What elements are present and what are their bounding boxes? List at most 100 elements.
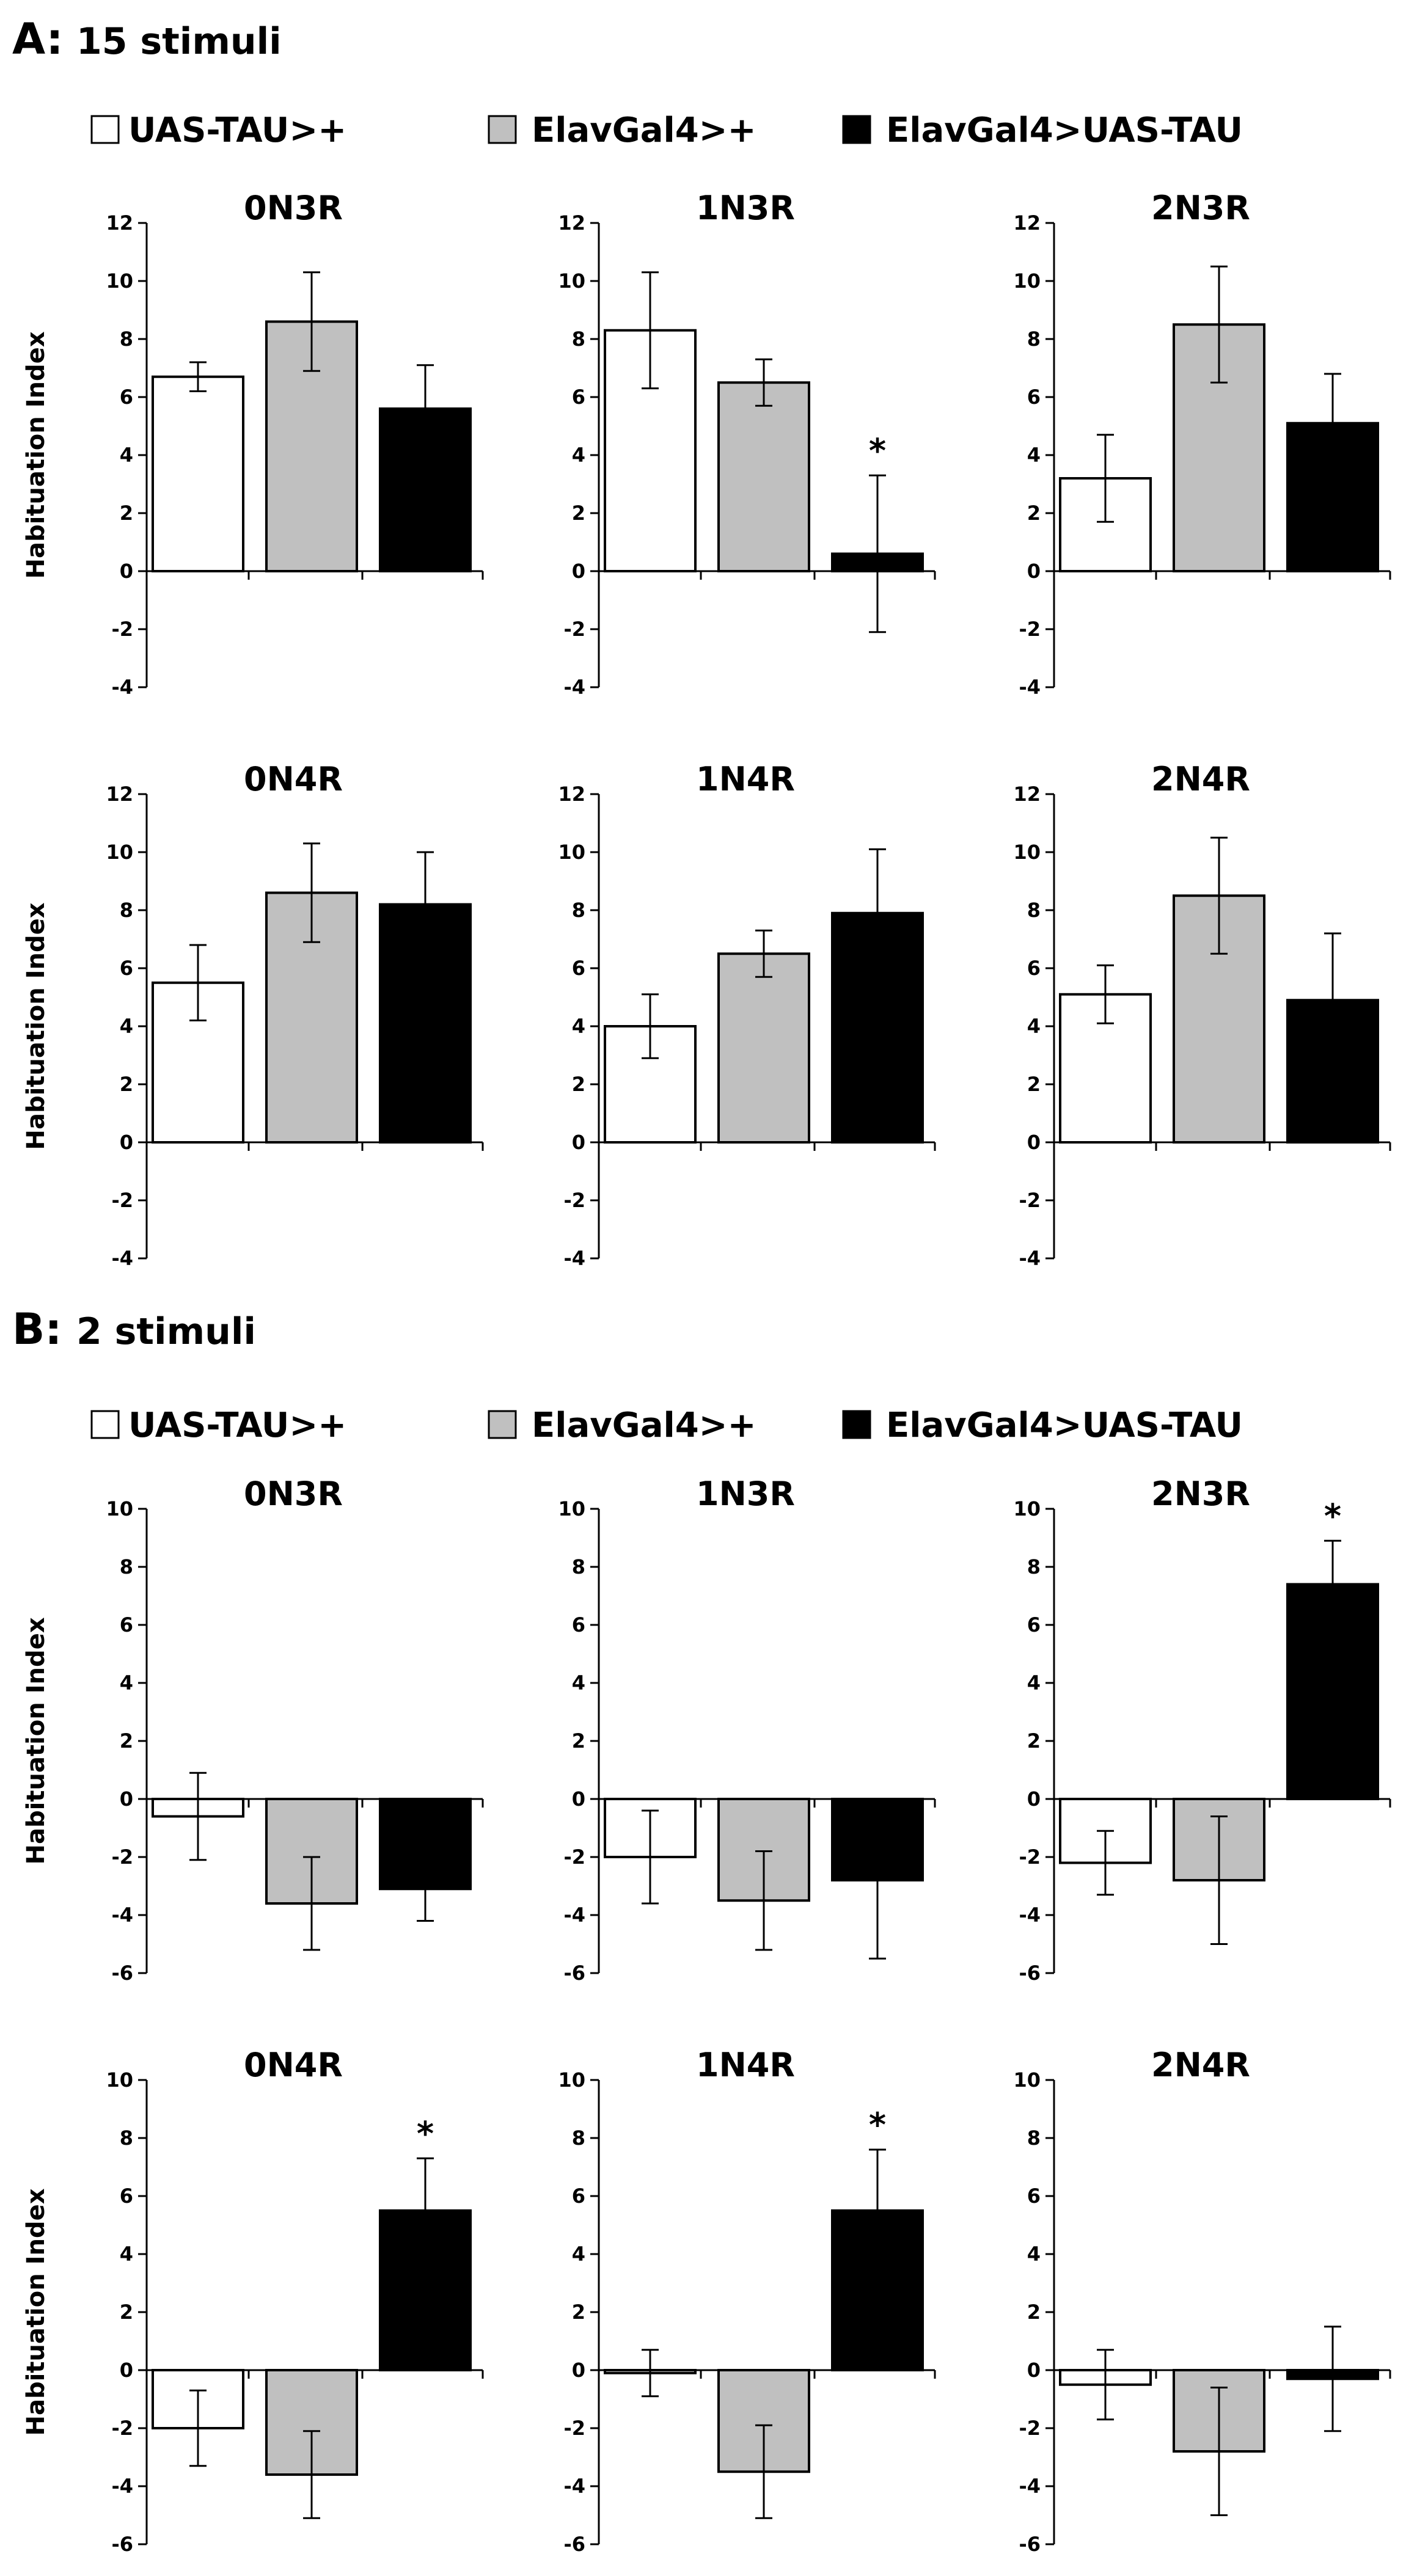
y-tick-label: 2 [1027, 1073, 1041, 1096]
y-tick-label: 0 [1027, 560, 1041, 583]
y-tick-label: 0 [120, 1131, 133, 1154]
y-tick-label: -4 [1019, 1247, 1041, 1270]
legend-label-elavgal4: ElavGal4>+ [532, 111, 756, 150]
chart-title: 1N3R [696, 1475, 795, 1513]
chart-title: 2N3R [1151, 1475, 1250, 1513]
chart-a-2n3r: 2N3R 12 10 8 6 4 2 0 -2 -4 [1013, 189, 1391, 699]
y-tick-label: 8 [1027, 327, 1041, 351]
y-tick-label: 10 [1013, 2068, 1041, 2092]
y-tick-label: 4 [120, 1015, 133, 1038]
y-tick-label: 8 [572, 327, 585, 351]
y-tick-label: 8 [1027, 2126, 1041, 2150]
y-tick-label: -4 [1019, 2475, 1041, 2498]
y-tick-label: -2 [1019, 2417, 1041, 2440]
y-tick-label: 10 [1013, 841, 1041, 864]
y-tick-label: 8 [572, 1555, 585, 1578]
y-tick-label: -2 [563, 1189, 585, 1212]
y-tick-label: -2 [1019, 618, 1041, 641]
significance-marker: * [1324, 1497, 1341, 1535]
chart-title: 0N4R [244, 2046, 343, 2084]
y-tick-label: -6 [1019, 2533, 1041, 2556]
legend-swatch-uas-tau [90, 1410, 120, 1439]
y-tick-label: 6 [120, 1613, 133, 1636]
legend-label-uas-tau: UAS-TAU>+ [128, 1406, 346, 1445]
chart-title: 1N3R [696, 189, 795, 227]
y-tick-label: 4 [1027, 2242, 1041, 2266]
y-tick-label: 4 [1027, 1015, 1041, 1038]
y-tick-label: -2 [563, 618, 585, 641]
y-tick-label: 12 [106, 783, 133, 806]
y-tick-label: 2 [120, 1729, 133, 1753]
y-tick-label: 12 [1013, 783, 1041, 806]
y-tick-label: 4 [572, 2242, 585, 2266]
y-tick-label: 4 [120, 1671, 133, 1695]
y-tick-label: 10 [106, 841, 133, 864]
y-tick-label: 10 [106, 1497, 133, 1520]
significance-marker: * [869, 431, 886, 470]
y-tick-label: -4 [111, 676, 133, 699]
y-tick-label: -6 [111, 1961, 133, 1985]
y-tick-label: 2 [572, 502, 585, 525]
y-tick-label: -6 [563, 2533, 585, 2556]
y-tick-label: 6 [572, 957, 585, 980]
y-tick-label: -4 [563, 2475, 585, 2498]
chart-b-2n4r: 2N4R 10 8 6 4 2 0 -2 -4 -6 [1013, 2046, 1391, 2556]
y-tick-label: 6 [572, 385, 585, 409]
chart-title: 2N3R [1151, 189, 1250, 227]
chart-b-2n3r: 2N3R 10 8 6 4 2 0 -2 -4 -6 * [1013, 1475, 1391, 1985]
panel-a-letter: A: [12, 14, 63, 64]
y-tick-label: 2 [1027, 502, 1041, 525]
y-tick-label: 0 [1027, 1131, 1041, 1154]
y-tick-label: 12 [106, 211, 133, 235]
panel-b-subtitle: 2 stimuli [76, 1310, 256, 1353]
y-tick-label: 0 [572, 2359, 585, 2382]
y-tick-label: 8 [572, 899, 585, 922]
y-tick-label: 8 [1027, 1555, 1041, 1578]
bar-elavgal4-uas-tau [379, 2209, 472, 2371]
y-tick-label: 8 [1027, 899, 1041, 922]
chart-title: 1N4R [696, 2046, 795, 2084]
y-tick-label: -2 [563, 2417, 585, 2440]
legend-label-elavgal4-uas-tau: ElavGal4>UAS-TAU [886, 1406, 1243, 1445]
y-tick-label: 4 [120, 2242, 133, 2266]
y-tick-label: 0 [120, 560, 133, 583]
y-tick-label: 10 [106, 2068, 133, 2092]
y-tick-label: 10 [1013, 269, 1041, 293]
chart-title: 2N4R [1151, 760, 1250, 798]
panel-b-letter: B: [12, 1304, 62, 1354]
legend-label-elavgal4: ElavGal4>+ [532, 1406, 756, 1445]
y-tick-label: 2 [572, 1073, 585, 1096]
chart-title: 1N4R [696, 760, 795, 798]
y-tick-label: 10 [558, 2068, 585, 2092]
y-tick-label: 6 [120, 2184, 133, 2208]
y-tick-label: 2 [1027, 1729, 1041, 1753]
y-tick-label: -4 [563, 676, 585, 699]
bar-uas-tau- [152, 375, 244, 572]
y-tick-label: -2 [111, 1845, 133, 1869]
legend-swatch-elavgal4-uas-tau [842, 115, 871, 144]
y-tick-label: 2 [120, 1073, 133, 1096]
y-tick-label: 8 [120, 1555, 133, 1578]
y-tick-label: 2 [572, 1729, 585, 1753]
y-tick-label: 12 [1013, 211, 1041, 235]
legend-swatch-elavgal4-uas-tau [842, 1410, 871, 1439]
y-tick-label: 6 [1027, 1613, 1041, 1636]
y-tick-label: -2 [111, 2417, 133, 2440]
y-tick-label: 6 [1027, 957, 1041, 980]
chart-b-0n3r: 0N3R 10 8 6 4 2 0 -2 -4 -6 Habituation Index [22, 1475, 484, 1985]
legend-swatch-uas-tau [90, 115, 120, 144]
chart-b-1n3r: 1N3R 10 8 6 4 2 0 -2 -4 -6 [558, 1475, 936, 1985]
significance-marker: * [869, 2106, 886, 2144]
y-tick-label: -2 [1019, 1189, 1041, 1212]
legend-label-elavgal4-uas-tau: ElavGal4>UAS-TAU [886, 111, 1243, 150]
charts-container: 0N3R 12 10 8 6 4 2 0 -2 -4 Habituation Index 1N3R 12… [22, 189, 1391, 2556]
y-tick-label: 4 [572, 443, 585, 467]
panel-b-legend: UAS-TAU>+ ElavGal4>+ ElavGal4>UAS-TAU [90, 1406, 1243, 1445]
y-tick-label: -4 [1019, 1903, 1041, 1927]
y-tick-label: 2 [120, 502, 133, 525]
y-tick-label: 2 [572, 2301, 585, 2324]
y-tick-label: 2 [1027, 2301, 1041, 2324]
y-tick-label: 10 [106, 269, 133, 293]
y-tick-label: 4 [1027, 443, 1041, 467]
